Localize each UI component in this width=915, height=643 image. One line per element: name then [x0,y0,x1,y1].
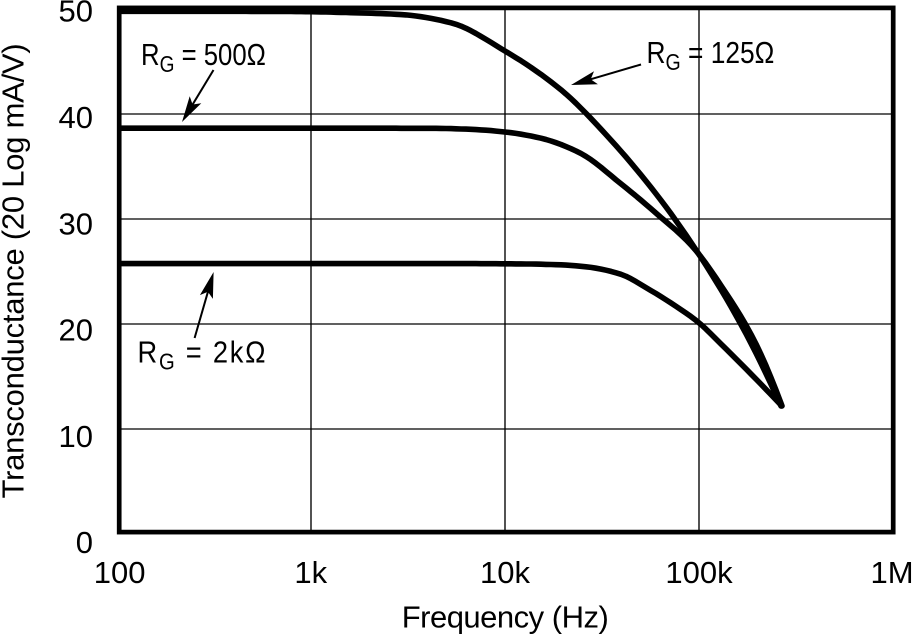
svg-text:RG = 2kΩ: RG = 2kΩ [138,336,268,375]
svg-text:30: 30 [59,206,93,241]
svg-text:50: 50 [59,0,93,29]
svg-text:20: 20 [59,313,93,348]
svg-text:100k: 100k [665,555,733,590]
svg-text:40: 40 [59,100,93,135]
svg-text:Frequency (Hz): Frequency (Hz) [402,600,609,635]
svg-text:0: 0 [76,525,93,560]
svg-text:1k: 1k [294,555,327,590]
svg-text:100: 100 [94,555,146,590]
svg-text:10: 10 [59,419,93,454]
svg-text:10k: 10k [480,555,530,590]
svg-text:1M: 1M [870,555,913,590]
svg-text:Transconductance (20 Log mA/V): Transconductance (20 Log mA/V) [0,44,31,499]
